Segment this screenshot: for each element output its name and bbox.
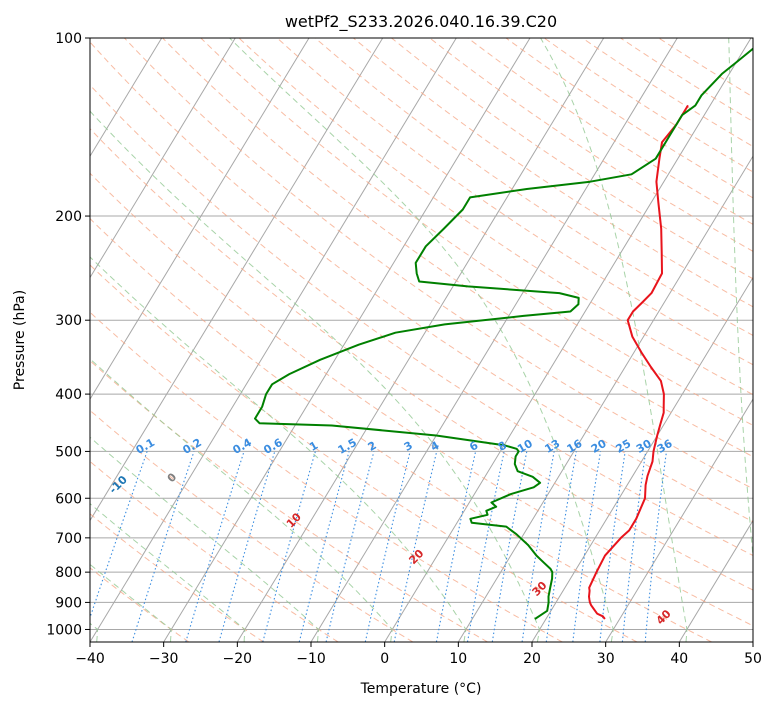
moist-adiabat-line bbox=[90, 358, 393, 642]
temperature-profile-line bbox=[588, 104, 689, 620]
x-tick-label: 0 bbox=[380, 651, 389, 667]
y-tick-label: 700 bbox=[55, 531, 82, 547]
isotherm-line bbox=[163, 38, 531, 642]
mixing-ratio-line bbox=[572, 451, 602, 642]
dry-adiabat-line bbox=[90, 311, 563, 642]
y-tick-label: 400 bbox=[55, 387, 82, 403]
mixing-ratio-line bbox=[325, 451, 375, 642]
axes: −40 −30 −20 −10 0 10 20 30 40 50 100 200 300 400 500 60… bbox=[46, 31, 762, 667]
dry-adiabat-line bbox=[90, 360, 488, 642]
moist-adiabat-line bbox=[90, 110, 541, 642]
x-tick-label: 40 bbox=[670, 651, 688, 667]
y-tick-label: 300 bbox=[55, 313, 82, 329]
y-tick-label: 600 bbox=[55, 491, 82, 507]
mixing-ratio-line bbox=[364, 451, 411, 642]
mixing-ratio-line bbox=[185, 451, 245, 642]
isotherm-line bbox=[457, 155, 753, 642]
dry-adiabat-line bbox=[162, 38, 753, 458]
isotherm-line bbox=[90, 38, 163, 158]
mixing-ratio-line bbox=[218, 451, 276, 642]
y-tick-label: 900 bbox=[55, 595, 82, 611]
y-tick-label: 1000 bbox=[46, 623, 82, 639]
dewpoint-profile-line bbox=[254, 47, 753, 620]
moist-adiabat-line bbox=[728, 38, 753, 562]
dry-adiabat-line bbox=[90, 513, 264, 642]
y-tick-label: 100 bbox=[55, 31, 82, 47]
mixing-ratio-line bbox=[644, 451, 668, 642]
mixing-ratio-line bbox=[621, 451, 647, 642]
mixing-ratio-line bbox=[521, 451, 555, 642]
isotherm-line bbox=[90, 38, 457, 642]
y-tick-label: 200 bbox=[55, 209, 82, 225]
x-tick-label: 30 bbox=[597, 651, 615, 667]
dry-adiabat-line bbox=[353, 38, 753, 308]
moist-adiabat-line bbox=[540, 38, 688, 642]
isotherm-line bbox=[236, 38, 605, 642]
dry-adiabat-line bbox=[90, 567, 190, 642]
x-tick-label: 20 bbox=[523, 651, 541, 667]
isotherm-line bbox=[90, 38, 310, 401]
x-tick-label: −30 bbox=[149, 651, 179, 667]
mixing-ratio-line bbox=[262, 451, 316, 642]
isotherm-line bbox=[384, 38, 752, 642]
moist-adiabat-line bbox=[90, 563, 172, 642]
isotherm-line bbox=[90, 38, 384, 522]
x-tick-label: −10 bbox=[296, 651, 326, 667]
mixing-ratio-line bbox=[131, 451, 195, 642]
dry-adiabat-line bbox=[200, 38, 753, 426]
dry-adiabat-line bbox=[90, 84, 753, 557]
x-tick-label: 50 bbox=[744, 651, 762, 667]
moist-adiabat-line bbox=[90, 436, 320, 642]
mixing-ratio-line bbox=[599, 451, 626, 642]
profiles bbox=[254, 47, 753, 620]
y-tick-label: 800 bbox=[55, 565, 82, 581]
dry-adiabat-line bbox=[90, 128, 753, 591]
y-axis-label: Pressure (hPa) bbox=[12, 290, 28, 390]
isotherm-line bbox=[678, 519, 753, 642]
x-tick-label: −40 bbox=[75, 651, 105, 667]
y-tick-label: 500 bbox=[55, 444, 82, 460]
mixing-ratio-line bbox=[298, 451, 350, 642]
x-axis-label: Temperature (°C) bbox=[360, 681, 482, 697]
chart-title: wetPf2_S233.2026.040.16.39.C20 bbox=[285, 12, 557, 32]
dry-adiabat-line bbox=[90, 217, 712, 642]
mixing-ratio-line bbox=[545, 451, 577, 642]
isotherm-line bbox=[90, 38, 236, 279]
plot-frame bbox=[89, 37, 754, 643]
dry-adiabat-line bbox=[238, 38, 753, 396]
background-lines bbox=[90, 38, 753, 642]
x-tick-label: −20 bbox=[223, 651, 253, 667]
isotherm-line bbox=[531, 276, 753, 642]
dry-adiabat-line bbox=[90, 264, 638, 642]
dry-adiabat-line bbox=[90, 172, 753, 627]
x-tick-label: 10 bbox=[449, 651, 467, 667]
isotherm-line bbox=[605, 398, 753, 642]
